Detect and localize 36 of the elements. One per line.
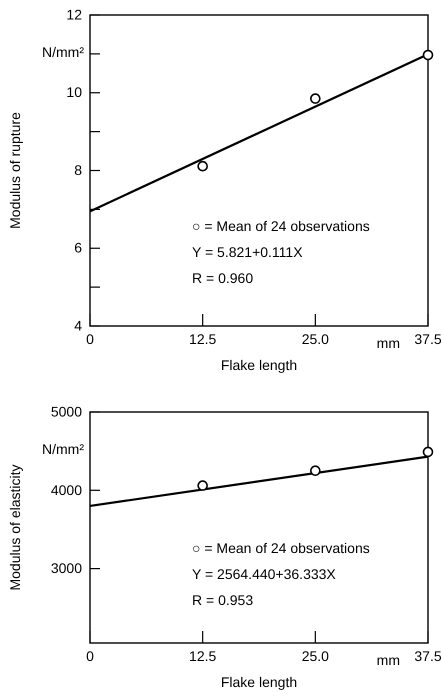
y-tick-label: 8 (74, 162, 82, 178)
annotation: ○ = Mean of 24 observations (192, 218, 370, 234)
point (197, 480, 208, 491)
y-tick-label: 10 (66, 84, 82, 100)
y-tick-label: 6 (74, 240, 82, 256)
y-tick-label: 5000 (50, 403, 82, 420)
point (422, 50, 434, 60)
x-tick-label: 0 (86, 330, 94, 347)
x-tick-label: 25.0 (302, 330, 330, 347)
point (422, 446, 434, 458)
text: mm (376, 335, 400, 351)
point (197, 160, 208, 172)
point (310, 465, 321, 476)
text: N/mm² (42, 441, 84, 457)
annotation: Y = 5.821+0.111X (192, 244, 304, 260)
point (310, 93, 321, 104)
y-tick-label: 12 (66, 6, 82, 22)
annotation: R = 0.960 (192, 270, 254, 286)
x-tick-label: 25.0 (302, 648, 330, 664)
x-axis-title: Flake length (220, 674, 298, 690)
annotation: Y = 2564.440+36.333X (192, 566, 336, 582)
text: mm (376, 652, 400, 668)
x-tick-label: 37.5 (414, 330, 442, 347)
x-tick-label: 12.5 (189, 330, 217, 347)
x-axis-title: Flake length (220, 357, 298, 373)
x-tick-label: 37.5 (414, 648, 442, 664)
x-tick-label: 0 (86, 648, 94, 664)
y-tick-label: 3000 (50, 560, 82, 576)
text: N/mm² (42, 44, 84, 60)
y-axis-title: Modulus of rupture (7, 112, 23, 229)
x-tick-label: 12.5 (189, 648, 217, 664)
annotation: ○ = Mean of 24 observations (192, 540, 370, 556)
y-tick-label: 4000 (50, 482, 82, 498)
y-axis-title: Modulus of elasticity (7, 464, 23, 591)
y-tick-label: 4 (74, 317, 82, 334)
annotation: R = 0.953 (192, 592, 254, 608)
